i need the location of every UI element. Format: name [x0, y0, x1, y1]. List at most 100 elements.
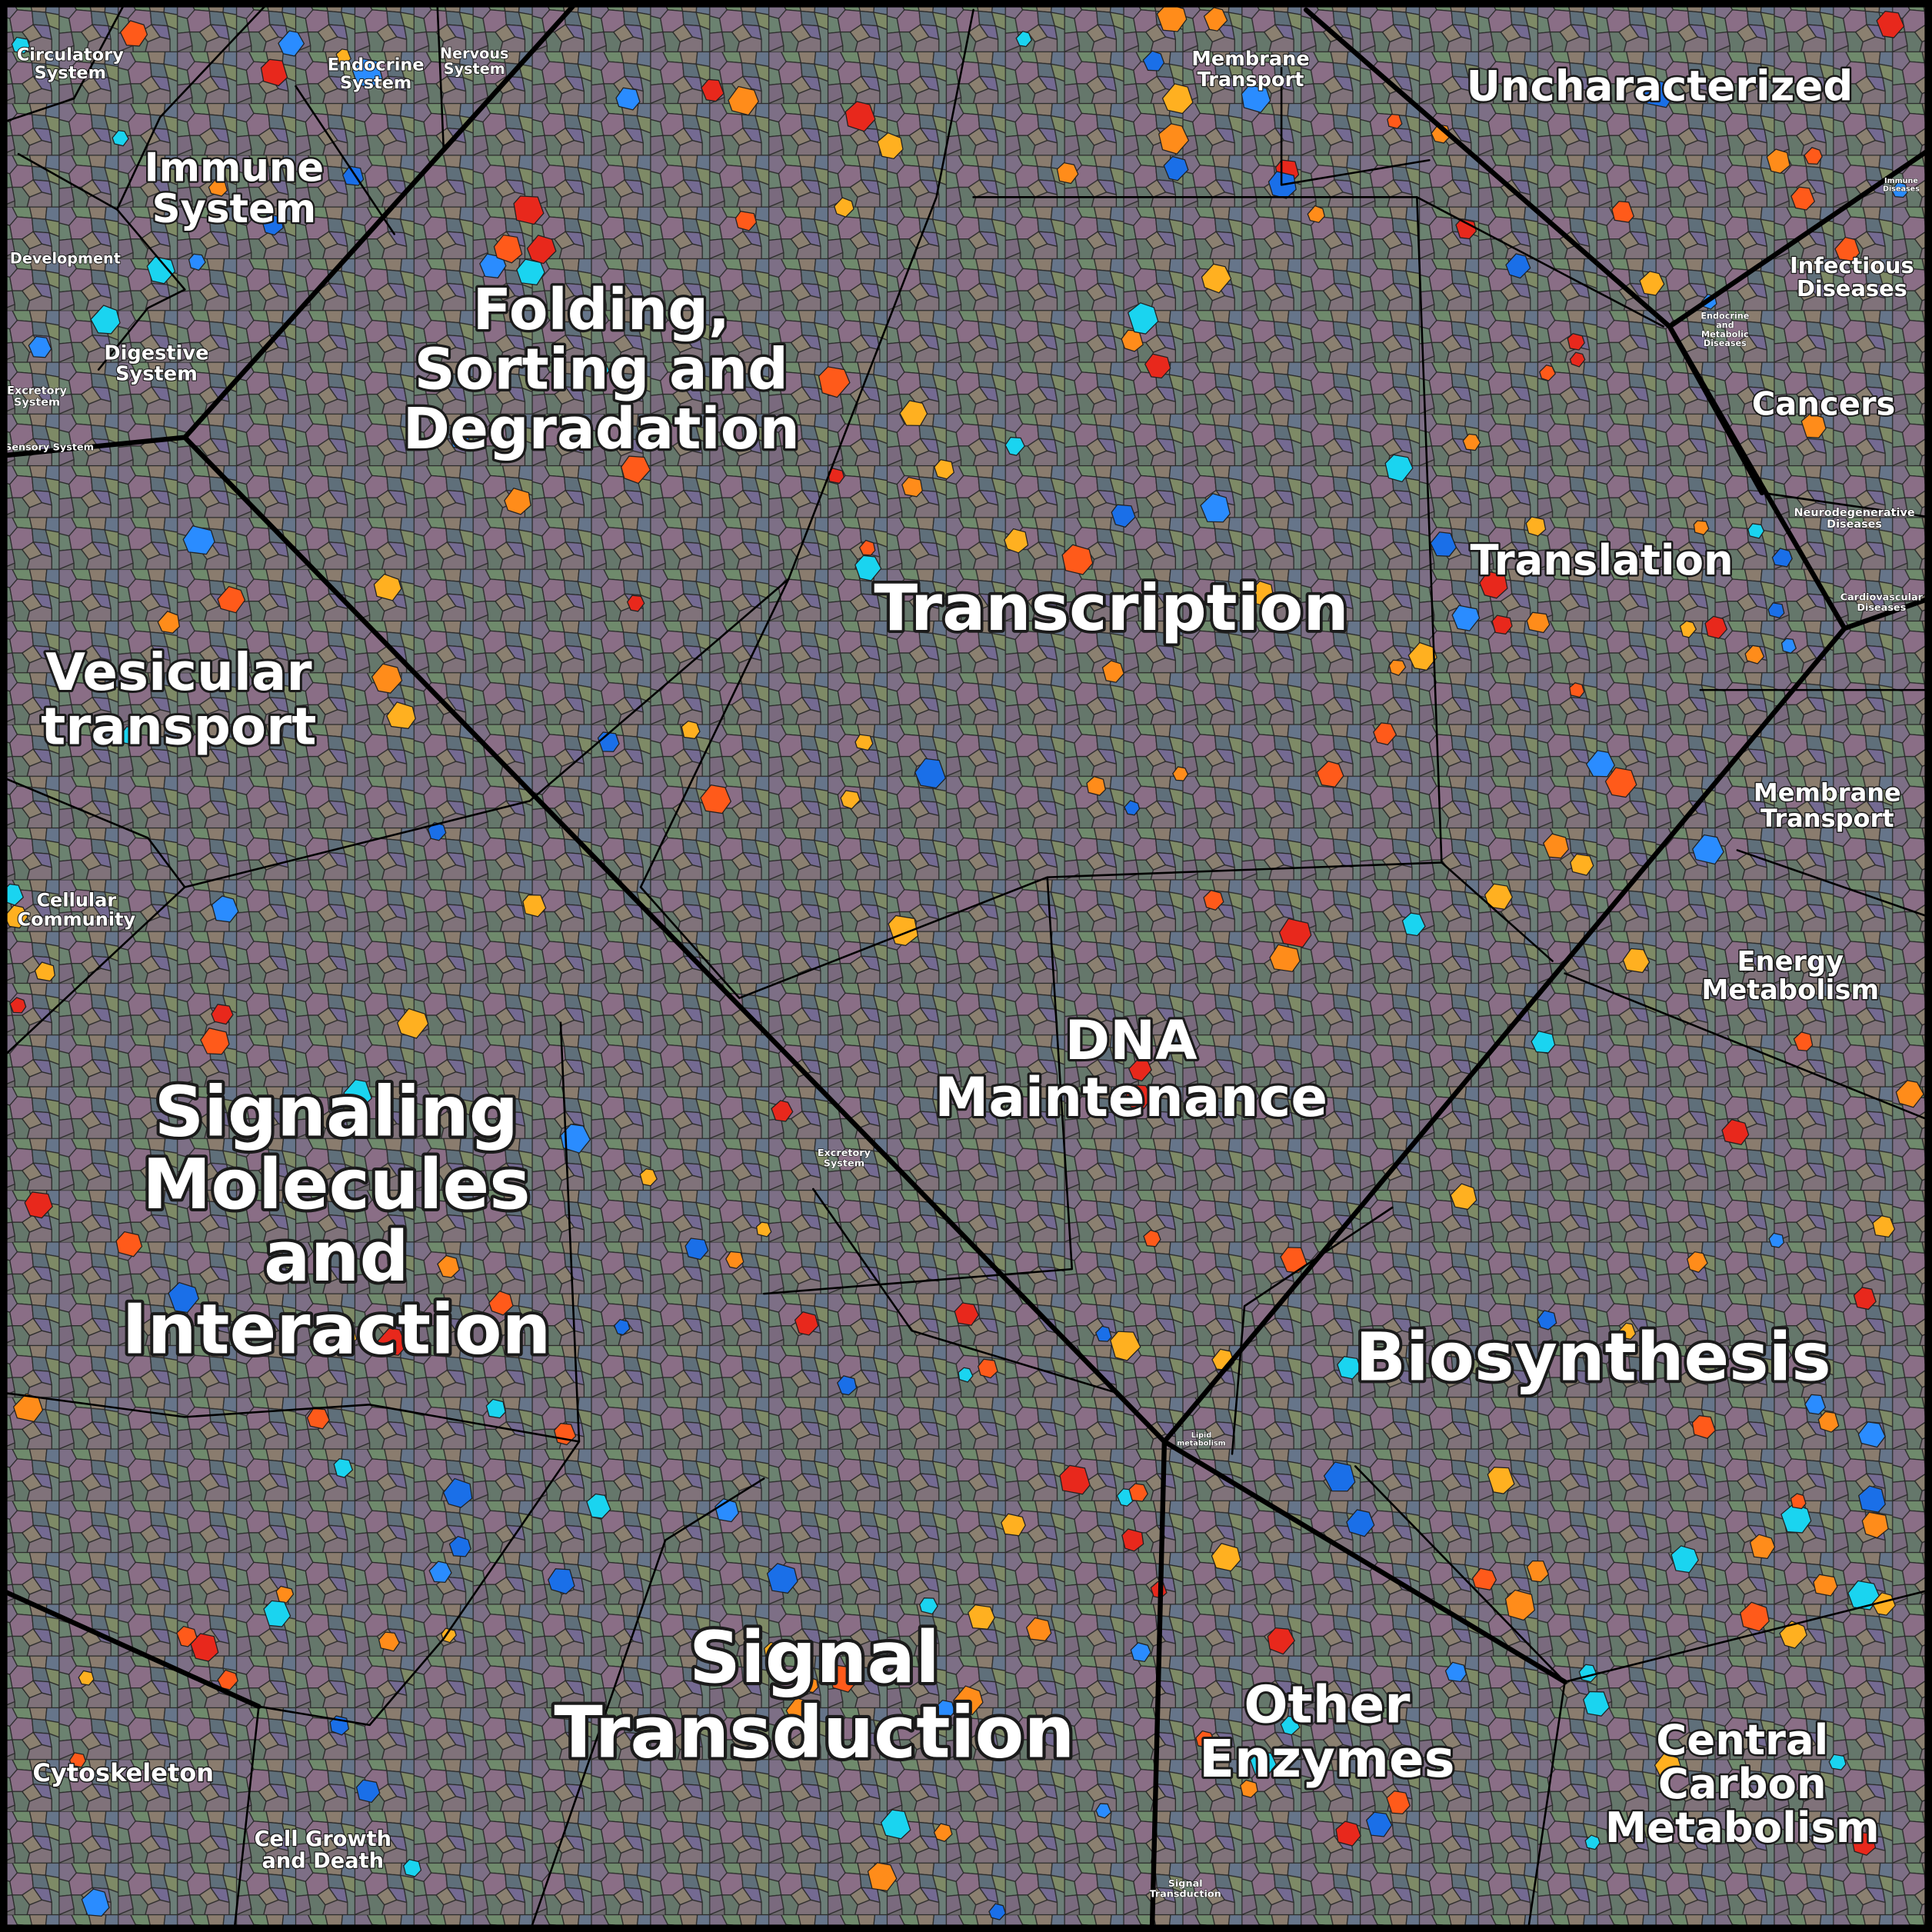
- cell: [488, 1290, 514, 1316]
- cell: [734, 211, 758, 232]
- cell: [1611, 201, 1635, 223]
- label-line: Uncharacterized: [1467, 61, 1854, 110]
- cell: [837, 1375, 858, 1396]
- cell: [263, 1600, 291, 1627]
- cell: [351, 58, 383, 89]
- region-label: Central Carbon Metabolism: [1605, 1715, 1880, 1852]
- cell: [261, 213, 284, 236]
- cell: [1335, 1820, 1361, 1847]
- region-borders: [0, 3, 1932, 1932]
- cell: [681, 720, 701, 740]
- cell: [427, 821, 447, 841]
- cell: [1401, 912, 1426, 937]
- cell: [275, 1585, 295, 1604]
- cell: [854, 555, 882, 581]
- cell: [834, 197, 854, 218]
- cell: [867, 1862, 898, 1892]
- cell: [1704, 615, 1728, 639]
- region-label: Excretory System: [818, 1148, 871, 1169]
- cell: [1203, 7, 1228, 32]
- cell: [1278, 918, 1312, 948]
- cell: [755, 1221, 772, 1237]
- cell: [1280, 1715, 1301, 1736]
- cell: [1337, 1355, 1362, 1380]
- cell: [818, 366, 851, 398]
- cell: [1505, 253, 1531, 279]
- label-line: System: [824, 1158, 864, 1169]
- label-line: Carbon: [1658, 1759, 1827, 1808]
- cell: [888, 914, 919, 947]
- cell: [1056, 162, 1079, 185]
- cell: [1095, 1803, 1112, 1819]
- label-line: Degradation: [403, 397, 800, 462]
- cell: [176, 1625, 198, 1647]
- cell: [1525, 516, 1547, 537]
- cell: [1158, 123, 1190, 155]
- cell: [1779, 1621, 1807, 1649]
- cell: [1691, 1414, 1716, 1439]
- cell: [958, 1367, 974, 1383]
- label-line: System: [35, 63, 106, 83]
- cell: [190, 1633, 219, 1662]
- cell: [1144, 353, 1171, 379]
- region-label: Nervous System: [440, 45, 508, 78]
- cell: [1346, 1509, 1375, 1537]
- cell: [1793, 1031, 1814, 1051]
- cell: [278, 30, 305, 57]
- region-label: Cardiovascular Diseases: [1840, 591, 1924, 613]
- cell: [1767, 602, 1785, 619]
- cell: [1857, 1421, 1886, 1448]
- label-line: Sensory System: [5, 441, 94, 453]
- cell: [586, 1493, 611, 1519]
- region-label: Immune System: [145, 145, 325, 232]
- region-label: Signal Transduction: [1150, 1878, 1221, 1900]
- cell: [1280, 1247, 1308, 1274]
- cell: [1086, 775, 1107, 796]
- cell: [211, 895, 239, 923]
- cell: [81, 1888, 110, 1917]
- cell: [513, 195, 545, 225]
- cell: [914, 758, 947, 789]
- label-line: Community: [17, 909, 135, 931]
- label-line: Other: [1244, 1674, 1410, 1734]
- cell: [1872, 1215, 1896, 1238]
- region-label: Other Enzymes: [1199, 1674, 1455, 1789]
- cell: [1128, 1058, 1153, 1082]
- cell: [1142, 50, 1165, 72]
- label-line: System: [14, 396, 60, 408]
- cell: [1740, 1601, 1770, 1632]
- label-line: System: [115, 363, 198, 386]
- region-label: Vesicular transport: [41, 641, 316, 756]
- cell: [701, 78, 724, 102]
- cell: [614, 1318, 631, 1336]
- label-line: Diseases: [1797, 275, 1907, 301]
- cell: [877, 132, 904, 160]
- cell: [1161, 83, 1194, 115]
- cell: [1172, 766, 1189, 781]
- label-line: Neurodegenerative: [1794, 507, 1915, 519]
- cell: [1388, 659, 1407, 676]
- cell: [1111, 504, 1136, 528]
- cell: [9, 997, 27, 1014]
- cell: [386, 701, 416, 729]
- cell: [700, 784, 732, 814]
- cell: [1156, 2, 1188, 32]
- cell: [355, 1779, 381, 1804]
- cell: [639, 1168, 658, 1187]
- label-line: Energy: [1737, 946, 1844, 978]
- cell: [854, 734, 874, 751]
- cell: [112, 129, 129, 147]
- label-line: Signal: [689, 1616, 940, 1699]
- region-label: Lipid metabolism: [1177, 1431, 1225, 1447]
- cell: [504, 487, 531, 515]
- cell: [1817, 1411, 1840, 1433]
- cell: [1584, 1834, 1601, 1850]
- label-line: DNA: [1065, 1008, 1198, 1071]
- cell: [952, 1685, 984, 1716]
- region-label: Neurodegenerative Diseases: [1794, 507, 1915, 531]
- cell: [844, 101, 876, 132]
- cell: [1373, 722, 1397, 746]
- cell: [1800, 413, 1827, 438]
- cell: [794, 1311, 819, 1336]
- cell: [373, 573, 402, 601]
